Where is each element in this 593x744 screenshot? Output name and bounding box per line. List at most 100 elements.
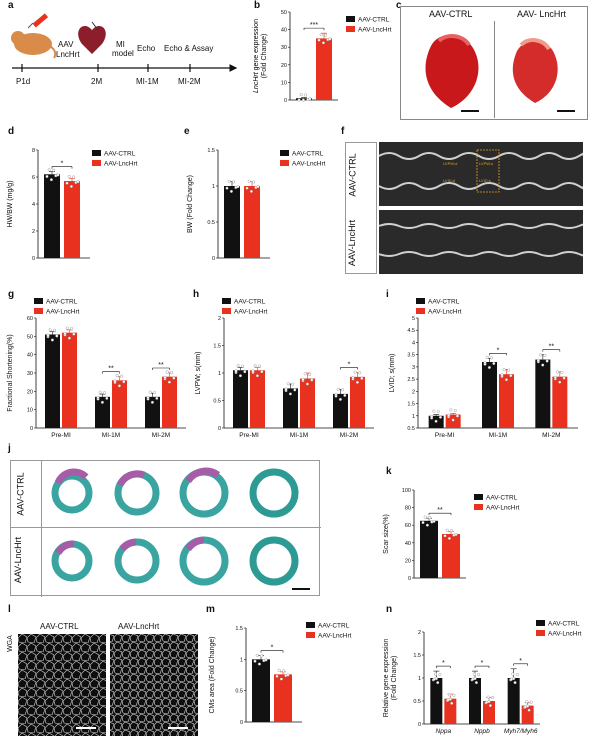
legend-lnc-label: AAV-LncHrt — [104, 161, 138, 168]
data-point — [353, 370, 357, 374]
bar-lnc — [300, 378, 315, 428]
data-point — [473, 677, 477, 681]
bar-ctrl — [507, 678, 520, 724]
data-point — [477, 673, 481, 677]
x-tick-label: MI-2M — [152, 432, 170, 439]
data-point — [449, 408, 453, 412]
x-tick-label: Nppa — [436, 728, 452, 735]
data-point — [65, 326, 69, 330]
bar-ctrl — [535, 359, 551, 428]
y-tick-label: 1 — [212, 184, 215, 190]
x-tick-label: MI-1M — [102, 432, 120, 439]
data-point — [472, 672, 476, 676]
y-tick-label: 4 — [412, 340, 415, 346]
x-tick-label: MI-1M — [489, 432, 507, 439]
data-point — [525, 700, 529, 704]
wga-lnc-label: AAV-LncHrt — [118, 622, 160, 631]
legend-lnc-swatch — [306, 632, 315, 638]
data-point — [100, 400, 104, 404]
data-point — [317, 38, 321, 42]
data-point — [423, 515, 427, 519]
y-axis-label-2: (Fold Change) — [261, 34, 268, 79]
bar-lnc — [444, 698, 457, 724]
y-tick-label: 0.5 — [413, 699, 421, 705]
data-point — [291, 382, 295, 386]
panel-letter-h: h — [193, 289, 200, 300]
data-point — [229, 189, 233, 193]
bar-lnc — [162, 376, 177, 428]
bar-ctrl — [420, 520, 438, 578]
data-point — [286, 673, 290, 677]
wga-svg — [18, 634, 198, 736]
data-point — [148, 390, 152, 394]
data-point — [72, 332, 76, 336]
data-point — [67, 336, 71, 340]
data-point — [447, 413, 451, 417]
panel-letter-l: l — [8, 604, 11, 615]
echo-assay-text: Echo & Assay — [164, 44, 214, 53]
data-point — [487, 700, 491, 704]
data-point — [421, 521, 425, 525]
chart-e: 0 0.5 1 1.5 BW (Fold Change) AAV-CTRL AAV-LncH… — [187, 148, 326, 262]
data-point — [474, 681, 478, 685]
legend-ctrl-swatch — [474, 494, 483, 500]
y-tick-label: 80 — [405, 506, 411, 512]
data-point — [282, 669, 286, 673]
data-point — [163, 375, 167, 379]
y-axis-label: Scar size(%) — [383, 514, 390, 554]
y-tick-label: 100 — [402, 488, 411, 494]
chart-k: 0 20 40 60 80 100 Scar size(%) ** AAV-CTRL AAV-Ln… — [383, 488, 520, 582]
bar-lnc — [350, 376, 365, 428]
y-tick-label: 60 — [405, 523, 411, 529]
data-point — [257, 662, 261, 666]
data-point — [428, 516, 432, 520]
significance-label: ** — [549, 344, 555, 351]
panel-letter-c: c — [396, 0, 402, 11]
y-tick-label: 0.5 — [207, 220, 215, 226]
data-point — [513, 681, 517, 685]
legend-lnc-swatch — [34, 308, 43, 314]
data-point — [319, 33, 323, 37]
x-tick-label: Nppb — [474, 728, 490, 735]
data-point — [447, 536, 451, 540]
data-point — [45, 174, 49, 178]
data-point — [146, 396, 150, 400]
data-point — [304, 93, 308, 97]
data-point — [324, 33, 328, 37]
bar-ctrl — [233, 370, 248, 428]
data-point — [286, 382, 290, 386]
data-point — [507, 368, 511, 372]
sections-ctrl-label: AAV-CTRL — [15, 472, 26, 516]
data-point — [452, 693, 456, 697]
legend-ctrl-swatch — [92, 150, 101, 156]
data-point — [72, 175, 76, 179]
legend-ctrl-label: AAV-CTRL — [486, 495, 518, 502]
y-axis-label: HW/BW (mg/g) — [7, 180, 14, 227]
significance-label: * — [497, 347, 500, 354]
panel-letter-k: k — [386, 466, 392, 477]
bar-lnc — [499, 374, 514, 428]
data-point — [536, 358, 540, 362]
data-point — [434, 672, 438, 676]
panel-letter-i: i — [386, 289, 389, 300]
data-point — [67, 174, 71, 178]
data-point — [432, 519, 436, 523]
panel-c-heart-photos: AAV-CTRL AAV- LncHrt — [400, 6, 588, 120]
bar-lnc — [442, 534, 460, 578]
legend-ctrl-label: AAV-CTRL — [358, 17, 390, 24]
data-point — [500, 373, 504, 377]
data-point — [117, 384, 121, 388]
data-point — [491, 696, 495, 700]
data-point — [53, 328, 57, 332]
bar-ctrl — [283, 388, 298, 428]
data-point — [436, 410, 440, 414]
data-point — [76, 180, 80, 184]
legend-ctrl-swatch — [222, 298, 231, 304]
panel-letter-b: b — [254, 0, 261, 11]
echo-annot-2: LVID;d — [443, 178, 455, 183]
significance-label: ** — [108, 366, 114, 373]
chart-d: 0 2 4 6 8 HW/BW (mg/g) * AAV-CTRL AAV-LncHrt — [7, 148, 138, 262]
x-tick-label: Pre-MI — [239, 432, 259, 439]
bar-lnc — [274, 674, 292, 722]
data-point — [103, 391, 107, 395]
